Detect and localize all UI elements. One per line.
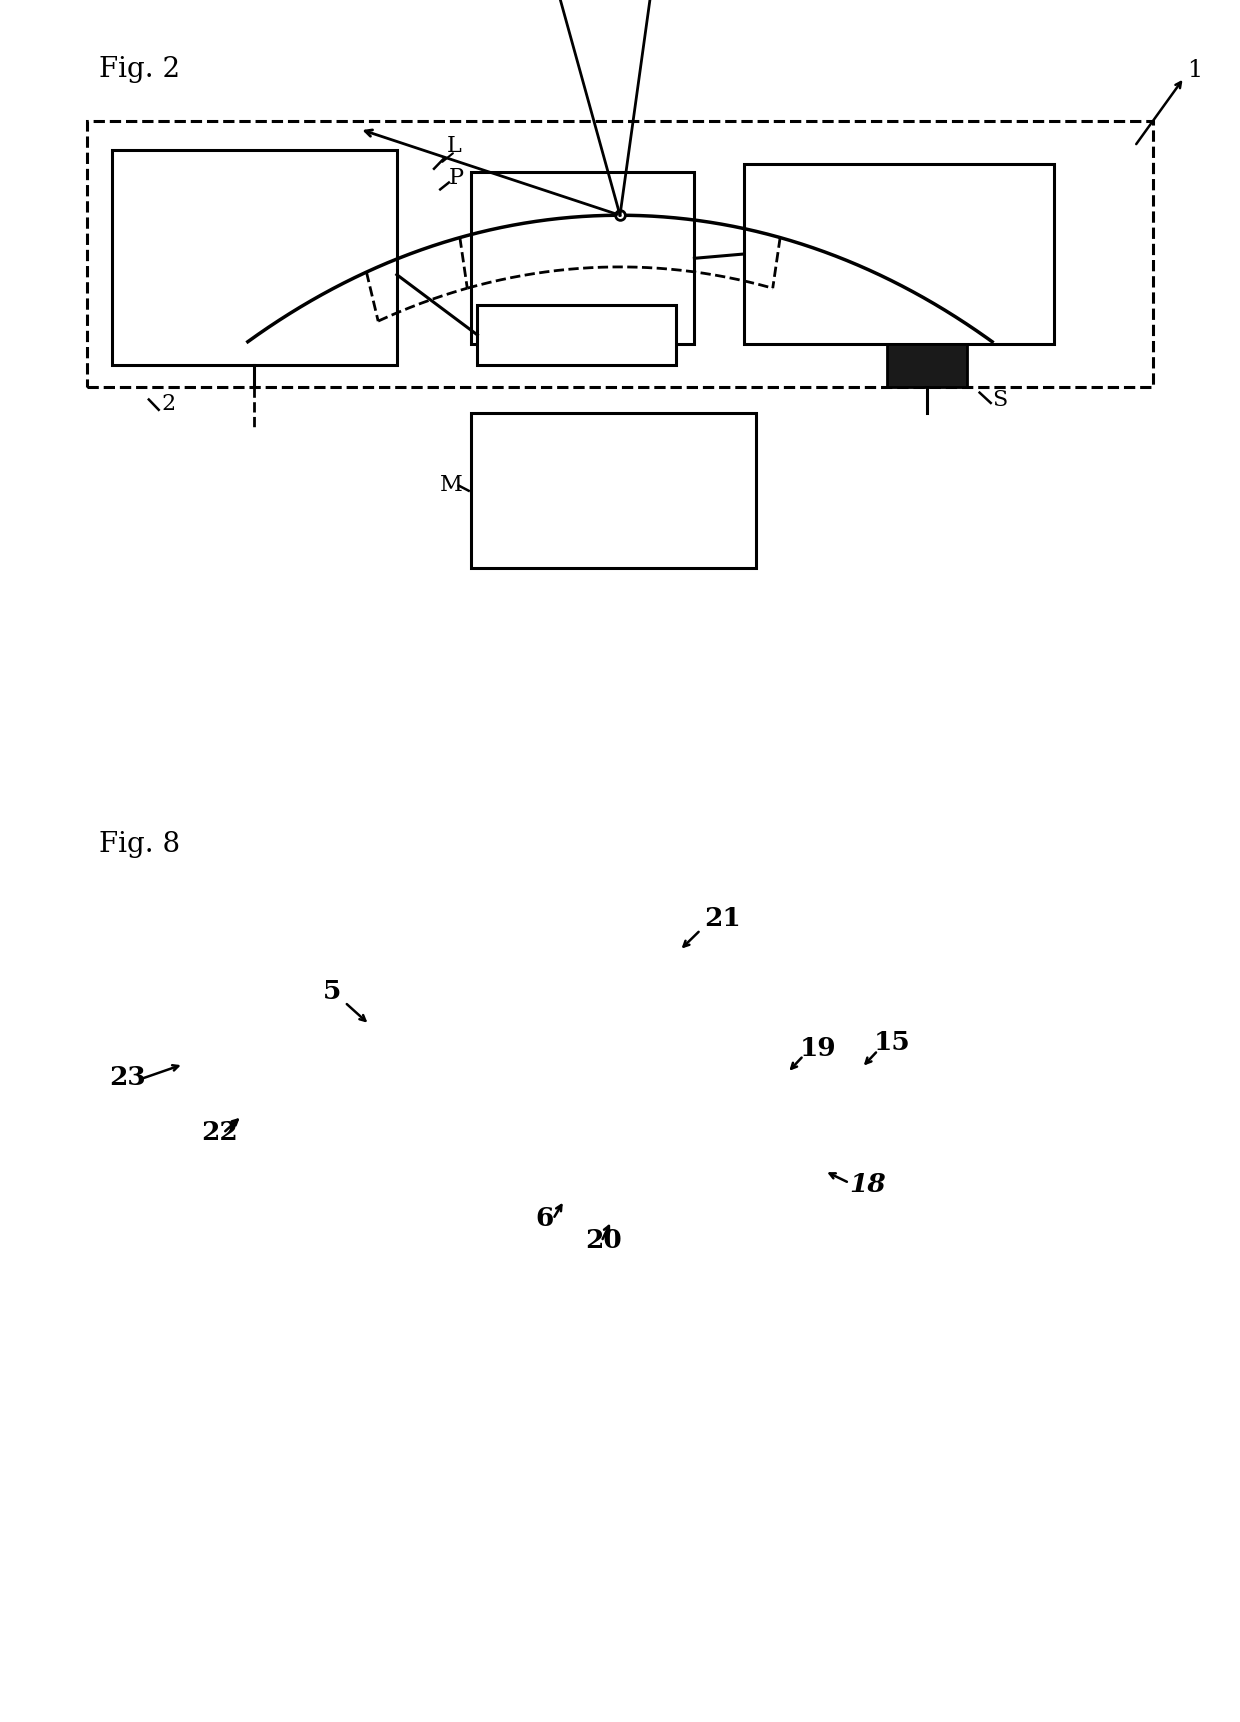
Text: 21: 21 [704,906,742,932]
Text: Fig. 8: Fig. 8 [99,832,180,858]
Bar [87,121,1153,387]
Bar [887,344,967,387]
Text: S: S [992,389,1007,412]
Text: 23: 23 [109,1064,146,1090]
Bar [744,164,1054,344]
Bar [477,305,676,365]
Text: 18: 18 [849,1171,887,1197]
Text: 6: 6 [536,1205,554,1231]
Text: Fig. 2: Fig. 2 [99,57,180,83]
Text: L: L [446,134,461,157]
Bar [471,172,694,344]
Text: 19: 19 [800,1035,837,1061]
Text: 2: 2 [161,393,175,415]
Text: 15: 15 [874,1030,911,1056]
Text: 22: 22 [201,1119,238,1145]
Bar [112,150,397,365]
Bar [471,413,756,568]
Text: 20: 20 [585,1228,622,1254]
Text: 5: 5 [322,978,341,1004]
Text: 1: 1 [1187,60,1202,83]
Text: P: P [449,167,464,189]
Text: M: M [440,474,463,496]
